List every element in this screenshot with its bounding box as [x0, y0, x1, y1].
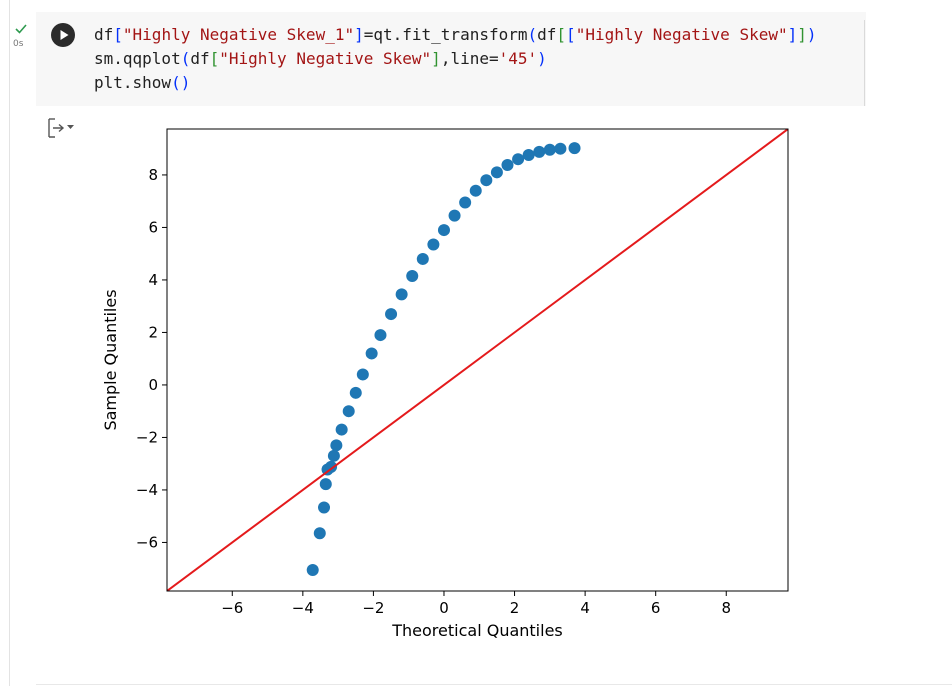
code-token: [ [556, 25, 567, 44]
data-point [490, 166, 503, 179]
x-tick-label: 2 [510, 599, 520, 617]
data-point [365, 347, 378, 360]
y-tick-label: −4 [136, 481, 158, 499]
data-point [356, 368, 369, 381]
data-point [416, 252, 429, 265]
code-token: '45' [498, 49, 538, 68]
y-tick-label: −2 [136, 428, 158, 446]
code-token: "Highly Negative Skew_1" [122, 25, 355, 44]
code-token: ] [797, 25, 807, 44]
x-tick-label: −2 [362, 599, 384, 617]
code-token: ( [527, 25, 538, 44]
data-point [501, 158, 514, 171]
code-cell-editor[interactable] [36, 12, 866, 106]
x-axis-label: Theoretical Quantiles [391, 621, 563, 640]
code-token: ) [806, 25, 817, 44]
x-tick-label: 8 [721, 599, 731, 617]
code-token: ) [537, 49, 547, 68]
run-cell-button[interactable] [51, 23, 75, 47]
data-point [385, 308, 398, 321]
code-block[interactable]: df["Highly Negative Skew_1"]=qt.fit_tran… [94, 23, 817, 95]
data-point [568, 142, 581, 155]
code-token: [ [566, 25, 576, 44]
cell-bottom-border [36, 684, 952, 685]
code-token: ] [431, 49, 441, 68]
data-point [342, 405, 355, 418]
data-point [459, 196, 472, 209]
code-token: "Highly Negative Skew" [575, 25, 788, 44]
reference-line-45 [167, 129, 788, 591]
check-icon [15, 24, 27, 34]
output-toggle-icon[interactable] [46, 116, 76, 140]
execution-time: 0s [13, 39, 24, 49]
x-tick-label: −6 [221, 599, 243, 617]
data-point [437, 224, 450, 237]
data-point [325, 460, 338, 473]
code-token: ] [787, 25, 798, 44]
gutter-line [9, 0, 10, 686]
data-point [306, 564, 319, 576]
data-point [533, 145, 546, 158]
data-point [448, 209, 461, 222]
code-token: df [190, 49, 210, 68]
editor-divider [864, 20, 865, 106]
data-point [327, 449, 340, 462]
data-point [330, 439, 343, 452]
y-tick-label: 6 [148, 218, 158, 236]
data-point [427, 238, 440, 251]
y-tick-label: 4 [148, 271, 158, 289]
code-token: ( [180, 49, 191, 68]
y-tick-label: 0 [148, 376, 158, 394]
qq-plot-chart: −6 −4 −2 0 2 4 6 8 −6 −4 −2 0 2 4 6 8 Theoretical Quanti… [101, 128, 789, 640]
x-tick-label: 6 [651, 599, 661, 617]
data-point [512, 153, 525, 166]
code-token: sm.qqplot [94, 49, 181, 68]
y-axis-label: Sample Quantiles [101, 289, 120, 430]
code-token: [ [113, 25, 123, 44]
code-token: df [537, 25, 557, 44]
code-token: () [171, 73, 191, 92]
y-tick-label: −6 [136, 533, 158, 551]
data-point [349, 386, 362, 399]
code-token: plt.show [94, 73, 172, 92]
data-point [318, 501, 331, 514]
data-point [522, 148, 535, 161]
data-point [543, 143, 556, 156]
data-point [395, 288, 408, 301]
x-tick-label: 4 [580, 599, 590, 617]
data-point [319, 478, 332, 491]
data-point [335, 423, 348, 436]
x-tick-label: −4 [292, 599, 314, 617]
data-point [406, 270, 419, 282]
play-icon [60, 30, 69, 40]
y-tick-label: 2 [148, 323, 158, 341]
data-point [469, 184, 482, 197]
y-tick-label: 8 [148, 166, 158, 184]
code-token: [ [209, 49, 220, 68]
x-tick-label: 0 [439, 599, 449, 617]
data-point [313, 527, 326, 540]
code-token: ] [354, 25, 364, 44]
data-point [554, 142, 567, 155]
data-point [374, 329, 387, 342]
plot-frame [166, 128, 789, 592]
code-token: ,line= [440, 49, 499, 68]
code-token: df [94, 25, 114, 44]
data-point [480, 174, 493, 187]
code-token: "Highly Negative Skew" [219, 49, 432, 68]
code-token: =qt.fit_transform [363, 25, 528, 44]
